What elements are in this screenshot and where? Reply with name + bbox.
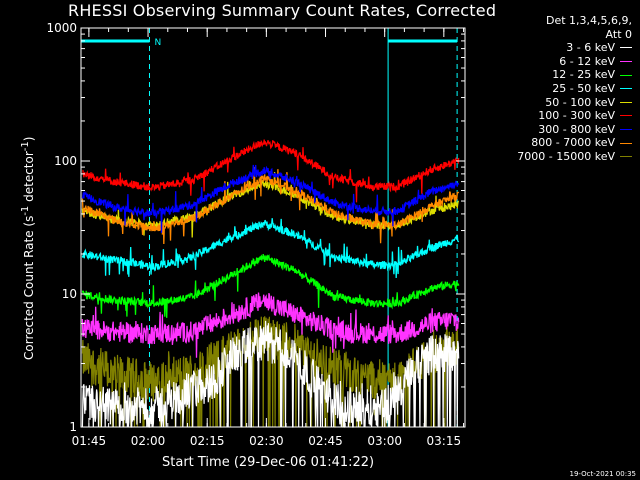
y-axis-label: Corrected Count Rate (s-1 detector-1) bbox=[20, 136, 36, 360]
y-tick-label: 10 bbox=[62, 287, 77, 301]
legend-entry-label: 300 - 800 keV bbox=[538, 122, 615, 136]
legend-entry-label: 3 - 6 keV bbox=[566, 41, 615, 55]
series-line-7 bbox=[81, 167, 460, 245]
legend-entry: 6 - 12 keV bbox=[517, 55, 632, 69]
y-tick-label: 100 bbox=[54, 154, 77, 168]
legend-entry-label: 100 - 300 keV bbox=[538, 109, 615, 123]
x-tick-label: 03:00 bbox=[367, 434, 402, 448]
legend-entry: 25 - 50 keV bbox=[517, 82, 632, 96]
series-line-3 bbox=[81, 218, 460, 279]
x-tick-label: 02:00 bbox=[131, 434, 166, 448]
x-tick-label: 02:45 bbox=[308, 434, 343, 448]
footer-timestamp: 19-Oct-2021 00:35 bbox=[569, 470, 636, 478]
plot-frame bbox=[80, 27, 466, 428]
legend-swatch bbox=[620, 74, 632, 76]
legend-swatch bbox=[620, 142, 632, 144]
legend-swatch bbox=[620, 101, 632, 103]
y-tick-label: 1 bbox=[69, 420, 77, 434]
legend: Det 1,3,4,5,6,9, Att 0 3 - 6 keV 6 - 12 k… bbox=[517, 14, 632, 164]
legend-entry: 50 - 100 keV bbox=[517, 96, 632, 110]
legend-swatch bbox=[620, 47, 632, 49]
legend-swatch bbox=[620, 129, 632, 131]
legend-entry: 12 - 25 keV bbox=[517, 68, 632, 82]
legend-entry: 3 - 6 keV bbox=[517, 41, 632, 55]
legend-entries: 3 - 6 keV 6 - 12 keV 12 - 25 keV 25 - 50 ke… bbox=[517, 41, 632, 163]
x-tick-label: 02:30 bbox=[249, 434, 284, 448]
y-tick-label: 1000 bbox=[46, 21, 77, 35]
series-line-6 bbox=[81, 164, 460, 233]
chart-title: RHESSI Observing Summary Count Rates, Co… bbox=[68, 1, 497, 20]
legend-entry: 300 - 800 keV bbox=[517, 123, 632, 137]
series-line-2 bbox=[81, 253, 460, 318]
legend-entry: 800 - 7000 keV bbox=[517, 136, 632, 150]
legend-swatch bbox=[620, 115, 632, 117]
legend-header-detectors: Det 1,3,4,5,6,9, bbox=[545, 14, 632, 27]
x-tick-label: 02:15 bbox=[190, 434, 225, 448]
legend-swatch bbox=[620, 88, 632, 90]
legend-entry-label: 7000 - 15000 keV bbox=[517, 149, 615, 163]
legend-entry: 7000 - 15000 keV bbox=[517, 150, 632, 164]
series-line-0 bbox=[81, 320, 460, 428]
legend-entry-label: 12 - 25 keV bbox=[552, 68, 615, 82]
x-tick-label: 03:15 bbox=[427, 434, 462, 448]
legend-header-attenuator: Att 0 bbox=[605, 27, 632, 41]
legend-swatch bbox=[620, 156, 632, 158]
legend-entry-label: 25 - 50 keV bbox=[552, 81, 615, 95]
legend-entry-label: 50 - 100 keV bbox=[545, 95, 615, 109]
x-tick-label: 01:45 bbox=[72, 434, 107, 448]
night-label: N bbox=[154, 38, 161, 48]
legend-entry-label: 800 - 7000 keV bbox=[531, 136, 615, 150]
legend-swatch bbox=[620, 61, 632, 63]
legend-entry: 100 - 300 keV bbox=[517, 109, 632, 123]
series-line-1 bbox=[81, 292, 460, 358]
legend-entry-label: 6 - 12 keV bbox=[559, 54, 615, 68]
x-axis-label: Start Time (29-Dec-06 01:41:22) bbox=[162, 455, 375, 470]
series-line-5 bbox=[82, 139, 460, 203]
